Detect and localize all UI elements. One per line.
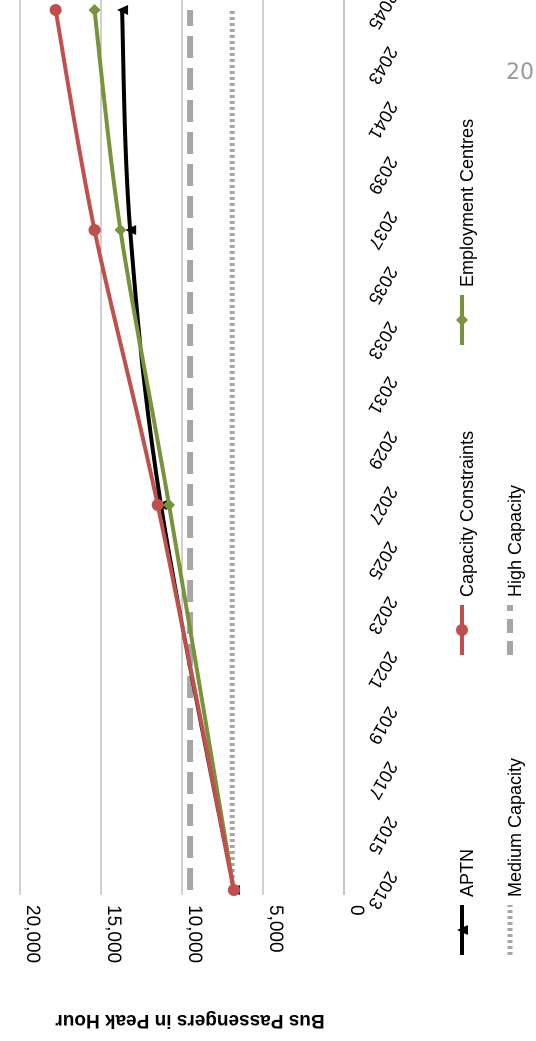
legend-item-aptn: APTN [457,849,477,955]
x-tick-label: 2019 [364,703,401,748]
x-tick-label: 2041 [364,98,401,143]
series-employment-centres [88,4,240,896]
x-tick-label: 2025 [364,538,401,583]
x-tick-label: 2039 [364,153,401,198]
data-point-employment-centres [114,224,127,236]
legend-item-high-capacity: High Capacity [505,485,525,655]
legend-label-high-capacity: High Capacity [505,485,525,597]
data-point-employment-centres [88,4,101,16]
x-tick-label: 2043 [364,43,401,88]
y-tick-label: 15,000 [103,905,124,963]
x-tick-label: 2045 [364,0,401,33]
y-tick-label: 0 [346,905,367,916]
series-line-capacity-constraints [53,9,236,891]
legend-marker-employment-centres [456,314,468,326]
data-point-aptn [117,5,129,15]
series-capacity-constraints [49,4,240,896]
data-point-employment-centres [163,499,176,511]
legend-label-aptn: APTN [457,849,477,897]
legend-label-medium-capacity: Medium Capacity [505,758,525,897]
series-line-aptn [120,9,236,891]
legend-item-capacity-constraints: Capacity Constraints [456,431,477,655]
legend-marker-aptn [457,925,468,935]
x-tick-label: 2035 [364,263,401,308]
data-point-capacity-constraints [151,499,164,511]
legend: APTN Capacity Constraints Employment Centr… [456,119,525,955]
x-tick-label: 2021 [364,648,401,693]
legend-marker-capacity-constraints [456,624,468,636]
y-axis-title: Bus Passengers in Peak Hour [55,1010,325,1031]
legend-item-employment-centres: Employment Centres [456,119,477,345]
x-tick-label: 2017 [364,758,401,803]
data-point-aptn [125,225,137,235]
y-tick-label: 10,000 [184,905,205,963]
data-point-capacity-constraints [227,884,240,896]
y-tick-label: 5,000 [265,905,286,953]
series-line-employment-centres [92,9,236,891]
y-tick-label: 20,000 [22,905,43,963]
x-tick-label: 2031 [364,373,401,418]
x-tick-label: 2037 [364,208,401,253]
page-number: 20 [506,60,534,85]
data-point-capacity-constraints [49,4,62,16]
x-tick-label: 2023 [364,593,401,638]
x-tick-label: 2029 [364,428,401,473]
legend-item-medium-capacity: Medium Capacity [505,758,525,955]
legend-label-capacity-constraints: Capacity Constraints [457,431,477,597]
data-point-capacity-constraints [88,224,101,236]
legend-label-employment-centres: Employment Centres [457,119,477,287]
x-tick-label: 2013 [364,868,401,913]
x-tick-label: 2033 [364,318,401,363]
plot-area [19,0,345,896]
x-tick-label: 2015 [364,813,401,858]
x-tick-label: 2027 [364,483,401,528]
series-aptn [117,5,240,895]
